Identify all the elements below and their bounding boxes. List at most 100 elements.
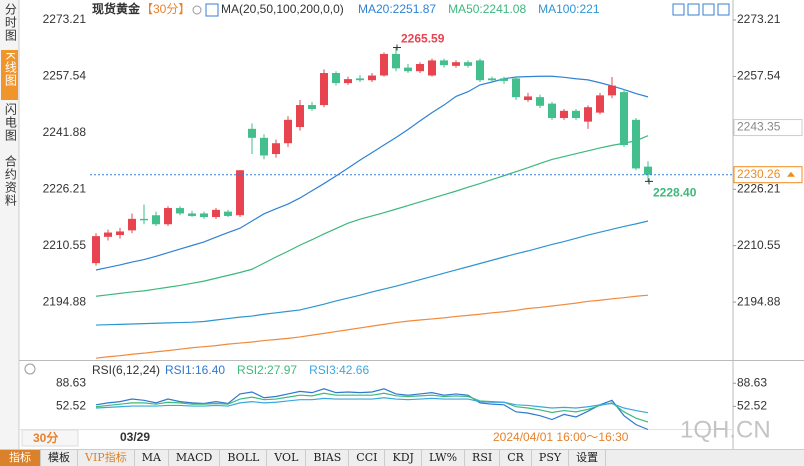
y-tick-label-right: 2210.55	[737, 238, 781, 252]
candle-body	[620, 92, 628, 146]
candle-body	[284, 119, 292, 144]
y-tick-label-right: 2194.88	[737, 294, 781, 308]
ma-icon[interactable]	[205, 3, 219, 17]
y-tick-label: 52.52	[56, 399, 86, 413]
period-select-label[interactable]: 30分	[33, 430, 58, 445]
candle-body	[116, 231, 124, 236]
candle-body	[380, 53, 388, 76]
candle-body	[512, 78, 520, 98]
sidebar-tab[interactable]: 分时图	[3, 3, 17, 42]
bottom-tab[interactable]: VOL	[267, 450, 307, 466]
y-tick-label: 2226.21	[43, 181, 87, 195]
candle-body	[440, 60, 448, 66]
bottom-tab[interactable]: CCI	[349, 450, 386, 466]
ma-line	[95, 135, 649, 297]
candle-body	[608, 85, 616, 96]
reference-price-label: 2243.35	[737, 120, 781, 134]
bottom-tab[interactable]: MACD	[169, 450, 221, 466]
candle-body	[140, 218, 148, 221]
candle-body	[92, 236, 100, 264]
low-marker	[645, 178, 653, 185]
sidebar-tab[interactable]: 合约资料	[3, 154, 17, 207]
bottom-tab[interactable]: LW%	[422, 450, 466, 466]
bottom-tab[interactable]: CR	[500, 450, 532, 466]
y-tick-label: 2241.88	[43, 125, 87, 139]
sidebar-tab[interactable]: K线图	[3, 52, 17, 87]
candle-body	[416, 64, 424, 72]
x-tick-label: 03/29	[120, 430, 150, 444]
candle-body	[320, 73, 328, 106]
cursor-time: 2024/04/01 16:00～16:30	[493, 430, 629, 444]
candle-body	[356, 78, 364, 81]
candle-body	[308, 105, 316, 110]
y-tick-label: 2257.54	[43, 69, 87, 83]
bottom-tab[interactable]: BIAS	[306, 450, 350, 466]
candle-body	[632, 119, 640, 169]
y-tick-label: 88.63	[56, 375, 86, 389]
bottom-tab[interactable]: 指标	[0, 450, 41, 466]
rsi-line	[95, 397, 649, 414]
low-label: 2228.40	[653, 186, 697, 200]
candle-body	[644, 166, 652, 175]
candle-body	[488, 78, 496, 81]
indicator: MA(20,50,100,200,0,0)	[221, 2, 344, 16]
candle-body	[332, 73, 340, 84]
bottom-tab[interactable]: 设置	[569, 450, 607, 466]
legend-entry: RSI3:42.66	[309, 363, 369, 377]
candle-body	[560, 110, 568, 119]
candle-body	[368, 75, 376, 81]
current-price-box	[733, 166, 803, 184]
y-tick-label: 2210.55	[43, 238, 87, 252]
reference-price-box	[733, 119, 803, 137]
move-right[interactable]	[717, 3, 730, 16]
kline-chart: 现货黄金 【30分】 MA(20,50,100,200,0,0) RSI(6,1…	[0, 0, 804, 449]
ma-line	[95, 75, 649, 271]
legend-entry: RSI2:27.97	[237, 363, 297, 377]
current-price-arrow	[787, 171, 795, 177]
period: 【30分】	[141, 2, 190, 16]
current-price-label: 2230.26	[737, 167, 781, 181]
y-tick-label-right: 2257.54	[737, 69, 781, 83]
candle-body	[464, 62, 472, 66]
candle-body	[428, 60, 436, 76]
candle-body	[248, 128, 256, 138]
bottom-tab[interactable]: BOLL	[220, 450, 268, 466]
candle-body	[224, 211, 232, 216]
candle-body	[584, 107, 592, 122]
move-left[interactable]	[702, 3, 715, 16]
sidebar-tab[interactable]: 闪电图	[3, 103, 17, 142]
ma-line	[95, 220, 649, 326]
candle-body	[164, 208, 172, 225]
candle-body	[212, 209, 220, 218]
bottom-tab[interactable]: PSY	[532, 450, 570, 466]
y-tick-label-right: 88.63	[737, 375, 767, 389]
bottom-tab[interactable]: RSI	[465, 450, 501, 466]
watermark: 1QH.CN	[680, 416, 771, 443]
candle-body	[296, 105, 304, 128]
legend-entry: MA20:2251.87	[358, 2, 436, 16]
y-tick-label-right: 2226.21	[737, 181, 781, 195]
zoom-in[interactable]	[672, 3, 685, 16]
rsi-line	[95, 388, 649, 431]
zoom-out[interactable]	[687, 3, 700, 16]
high-label: 2265.59	[401, 32, 445, 46]
toolbar[interactable]	[672, 3, 730, 16]
y-tick-label: 2194.88	[43, 294, 87, 308]
bottom-tab[interactable]: KDJ	[385, 450, 422, 466]
candle-body	[344, 79, 352, 84]
candle-body	[236, 170, 244, 216]
candle-body	[128, 218, 136, 231]
chart-title: 现货黄金	[92, 1, 141, 16]
candle-body	[152, 215, 160, 225]
bottom-tab[interactable]: MA	[135, 450, 169, 466]
rsi-title: RSI(6,12,24)	[92, 363, 160, 377]
bottom-tab[interactable]: 模板	[41, 450, 78, 466]
candle-body	[176, 208, 184, 214]
bottom-tab-bar: 指标 模板 VIP指标 MA MACD BOLL VOL BIAS CCI KDJ LW% RSI CR…	[0, 449, 804, 466]
period-select[interactable]	[21, 429, 79, 447]
high-marker	[393, 44, 401, 51]
settings-icon[interactable]	[192, 5, 202, 15]
bottom-tab[interactable]: VIP指标	[78, 450, 135, 466]
candle-body	[524, 96, 532, 101]
